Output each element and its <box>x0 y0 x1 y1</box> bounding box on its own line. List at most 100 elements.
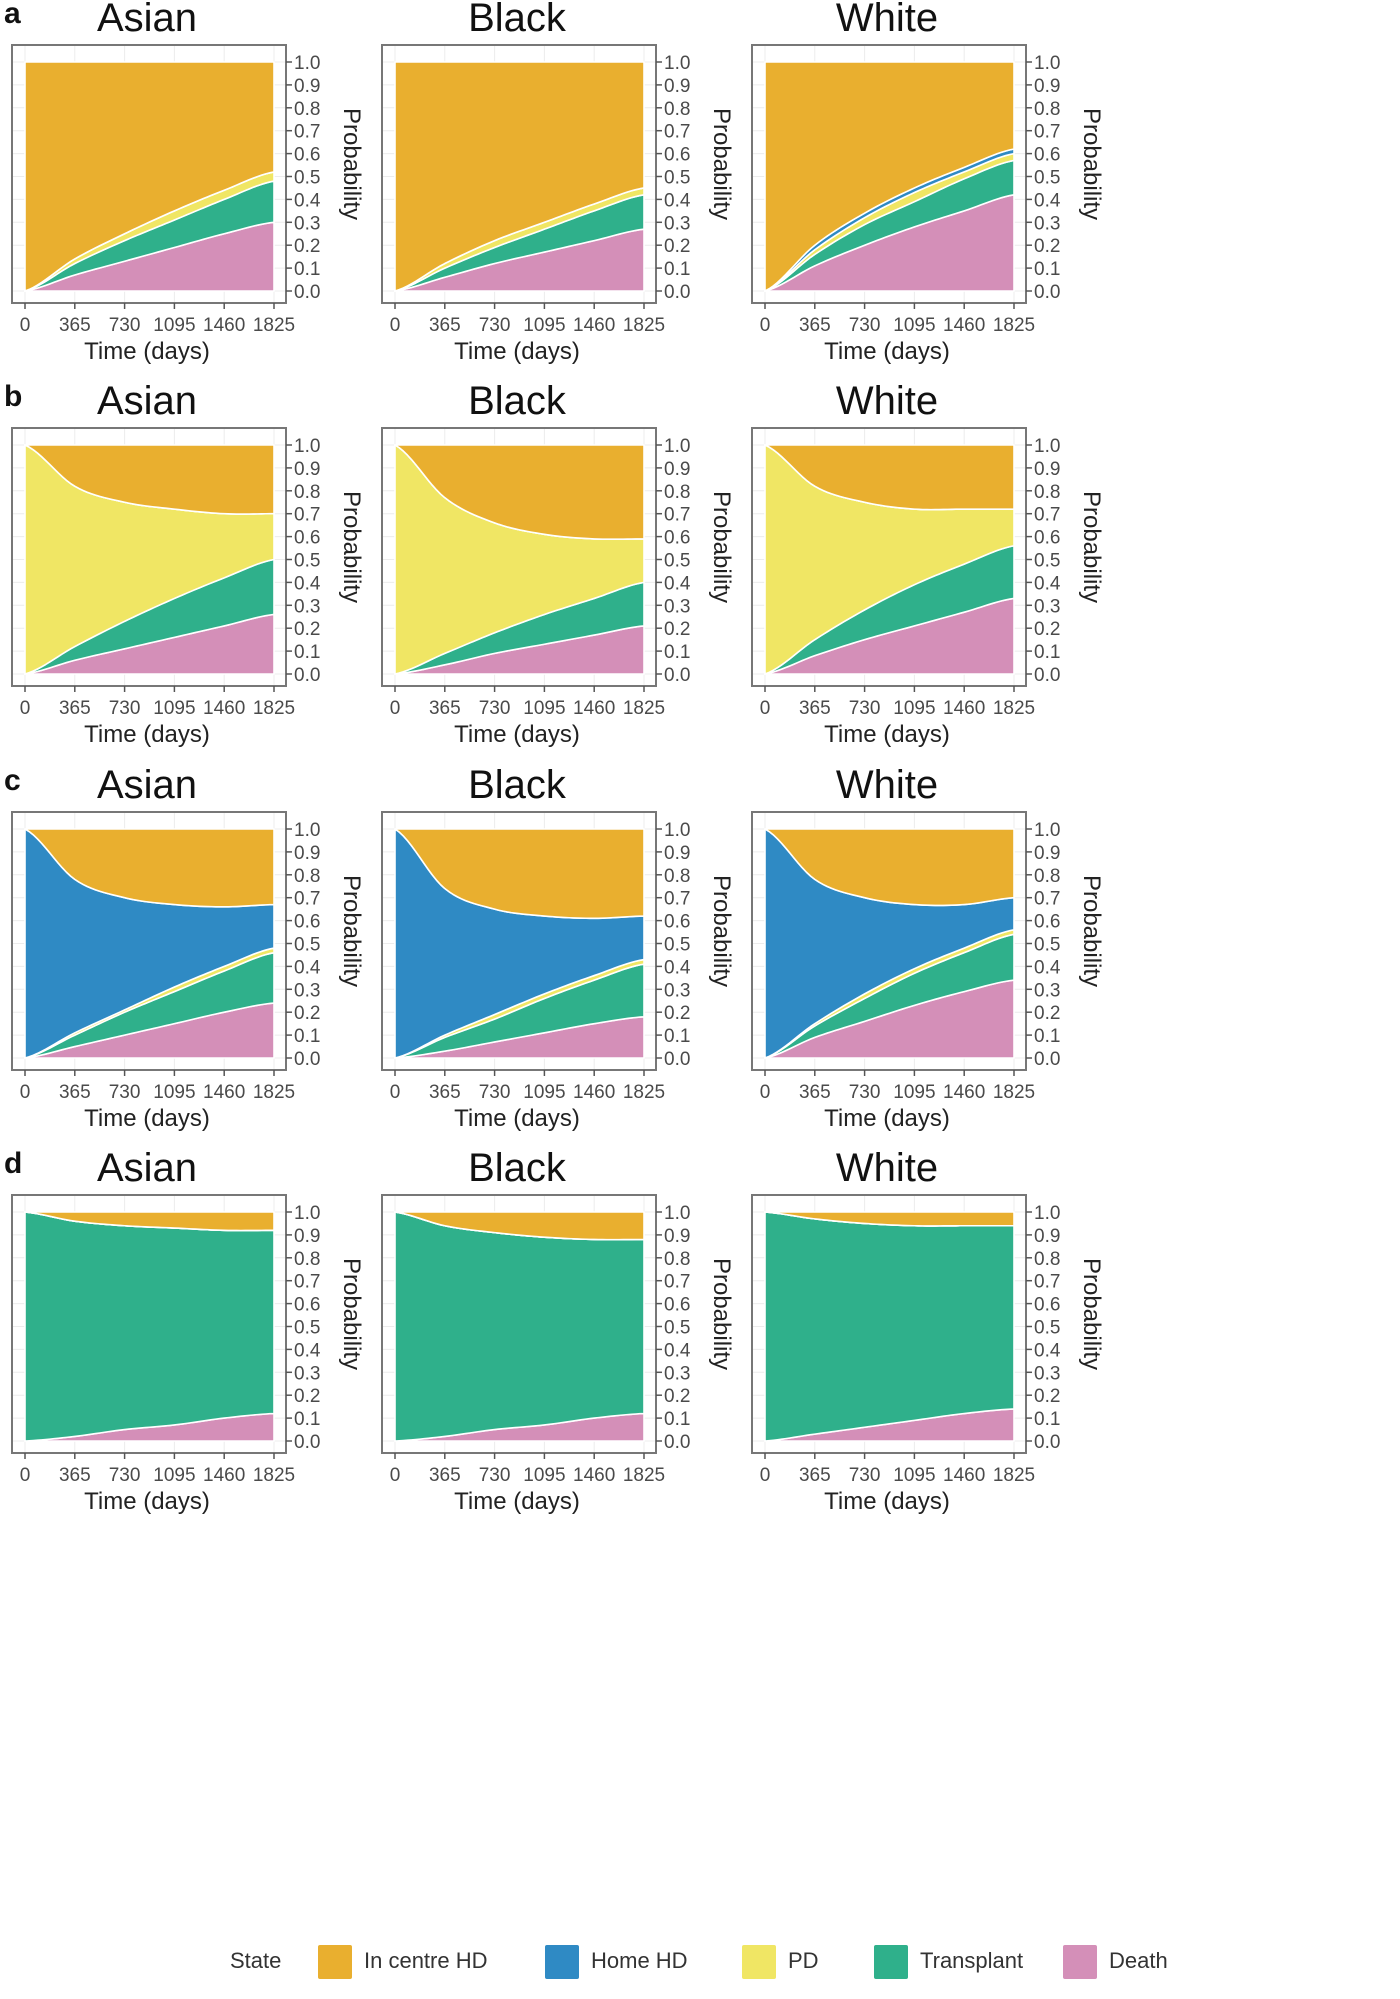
x-tick-label: 0 <box>390 1082 401 1103</box>
y-tick-label: 0.5 <box>664 551 690 572</box>
x-axis-title: Time (days) <box>824 1105 950 1132</box>
x-tick-label: 1825 <box>253 1465 295 1486</box>
x-tick-label: 365 <box>59 315 91 336</box>
y-tick-label: 0.3 <box>1034 596 1060 617</box>
y-axis: 0.00.10.20.30.40.50.60.70.80.91.0 Probabi… <box>1026 53 1105 303</box>
legend-item-pd: PD <box>742 1945 819 1979</box>
x-tick-label: 365 <box>59 1082 91 1103</box>
x-tick-label: 730 <box>849 1465 881 1486</box>
y-tick-label: 0.3 <box>664 980 690 1001</box>
x-tick-label: 1460 <box>203 315 245 336</box>
y-axis: 0.00.10.20.30.40.50.60.70.80.91.0 Probabi… <box>656 436 735 686</box>
x-tick-label: 730 <box>109 698 141 719</box>
y-tick-label: 0.4 <box>664 190 691 211</box>
x-axis-title: Time (days) <box>454 1488 580 1515</box>
y-tick-label: 0.5 <box>664 1318 690 1339</box>
x-tick-label: 1460 <box>203 1465 245 1486</box>
y-tick-label: 0.9 <box>664 76 690 97</box>
x-axis: 0 365 730 1095 1460 1825 Time (days) <box>760 686 1035 748</box>
y-axis: 0.00.10.20.30.40.50.60.70.80.91.0 Probabi… <box>286 436 365 686</box>
y-tick-label: 0.8 <box>664 1249 690 1270</box>
y-tick-label: 0.2 <box>664 619 690 640</box>
x-axis: 0 365 730 1095 1460 1825 Time (days) <box>20 686 295 748</box>
y-tick-label: 0.1 <box>664 642 690 663</box>
x-tick-label: 1095 <box>893 315 935 336</box>
area-in-centre-hd <box>24 1211 275 1232</box>
y-tick-label: 0.0 <box>664 282 690 303</box>
x-tick-label: 730 <box>849 1082 881 1103</box>
area-in-centre-hd <box>764 828 1015 907</box>
y-tick-label: 0.9 <box>294 459 320 480</box>
y-tick-label: 0.6 <box>664 528 690 549</box>
y-tick-label: 1.0 <box>664 1203 690 1224</box>
y-tick-label: 0.3 <box>294 980 320 1001</box>
y-tick-label: 0.1 <box>664 259 690 280</box>
y-tick-label: 1.0 <box>294 436 320 457</box>
y-tick-label: 0.8 <box>664 866 690 887</box>
y-axis: 0.00.10.20.30.40.50.60.70.80.91.0 Probabi… <box>656 820 735 1070</box>
y-tick-label: 0.2 <box>664 1386 690 1407</box>
x-axis-title: Time (days) <box>84 1488 210 1515</box>
x-tick-label: 730 <box>479 315 511 336</box>
y-tick-label: 1.0 <box>1034 53 1060 74</box>
y-tick-label: 1.0 <box>294 820 320 841</box>
y-tick-label: 0.9 <box>664 459 690 480</box>
y-tick-label: 0.0 <box>294 282 320 303</box>
x-tick-label: 730 <box>479 1465 511 1486</box>
y-tick-label: 0.2 <box>1034 236 1060 257</box>
y-tick-label: 0.6 <box>294 528 320 549</box>
y-tick-label: 1.0 <box>1034 820 1060 841</box>
y-axis-title: Probability <box>338 1258 365 1370</box>
y-tick-label: 0.6 <box>664 912 690 933</box>
y-tick-label: 0.9 <box>294 843 320 864</box>
x-axis: 0 365 730 1095 1460 1825 Time (days) <box>390 303 665 365</box>
y-tick-label: 0.1 <box>664 1409 690 1430</box>
legend-swatch <box>742 1945 776 1979</box>
area-in-centre-hd <box>24 61 275 292</box>
x-tick-label: 0 <box>760 1465 771 1486</box>
x-axis-title: Time (days) <box>824 338 950 365</box>
x-tick-label: 1460 <box>573 1465 615 1486</box>
y-axis-title: Probability <box>708 1258 735 1370</box>
y-tick-label: 1.0 <box>1034 1203 1060 1224</box>
x-tick-label: 1825 <box>253 1082 295 1103</box>
x-tick-label: 365 <box>429 1082 461 1103</box>
y-tick-label: 0.0 <box>294 1049 320 1070</box>
x-axis: 0 365 730 1095 1460 1825 Time (days) <box>20 303 295 365</box>
area-in-centre-hd <box>394 1211 645 1241</box>
legend-swatch <box>874 1945 908 1979</box>
y-tick-label: 0.5 <box>294 1318 320 1339</box>
x-tick-label: 0 <box>390 315 401 336</box>
x-axis-title: Time (days) <box>824 721 950 748</box>
y-tick-label: 0.7 <box>294 122 320 143</box>
y-tick-label: 0.5 <box>1034 935 1060 956</box>
x-tick-label: 365 <box>429 315 461 336</box>
x-tick-label: 0 <box>20 698 31 719</box>
y-tick-label: 0.4 <box>294 573 321 594</box>
panel-title: Asian <box>97 1146 197 1190</box>
y-tick-label: 0.5 <box>294 935 320 956</box>
y-tick-label: 0.4 <box>664 1340 691 1361</box>
panel-row-letter: b <box>4 380 22 413</box>
y-tick-label: 0.2 <box>1034 1003 1060 1024</box>
legend-label: Death <box>1109 1948 1168 1973</box>
area-in-centre-hd <box>764 61 1015 292</box>
y-tick-label: 0.8 <box>664 99 690 120</box>
x-tick-label: 1825 <box>993 698 1035 719</box>
x-tick-label: 0 <box>20 315 31 336</box>
panel-title: Asian <box>97 763 197 807</box>
x-axis-title: Time (days) <box>454 721 580 748</box>
y-tick-label: 0.8 <box>294 99 320 120</box>
x-tick-label: 1825 <box>253 315 295 336</box>
x-axis: 0 365 730 1095 1460 1825 Time (days) <box>20 1070 295 1132</box>
x-tick-label: 365 <box>59 1465 91 1486</box>
x-axis: 0 365 730 1095 1460 1825 Time (days) <box>20 1453 295 1515</box>
legend-item-in-centre-hd: In centre HD <box>318 1945 488 1979</box>
y-tick-label: 0.9 <box>1034 1226 1060 1247</box>
y-tick-label: 0.8 <box>1034 1249 1060 1270</box>
